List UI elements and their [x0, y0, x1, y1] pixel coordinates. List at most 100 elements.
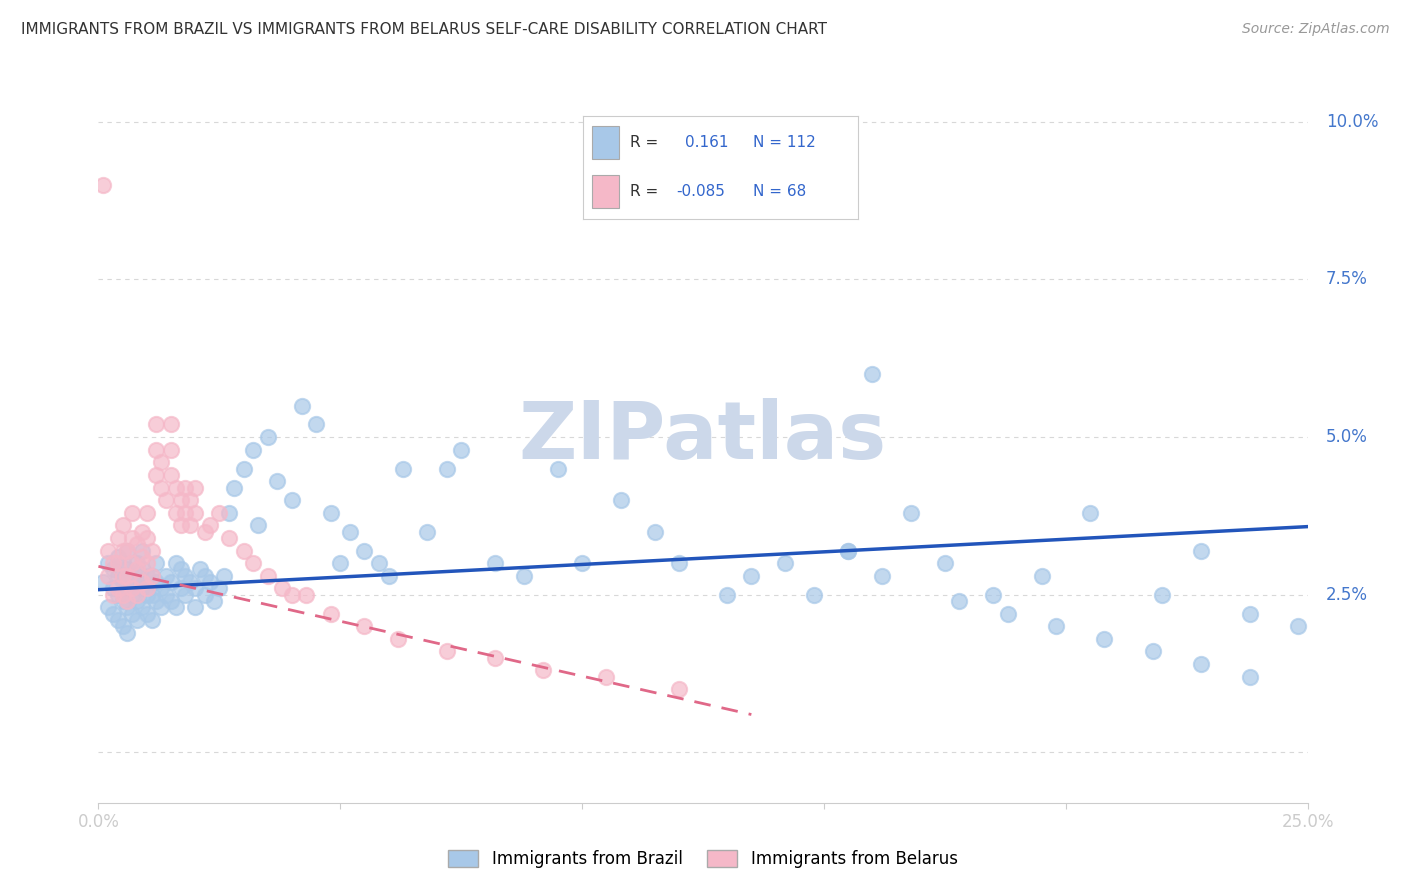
Point	[117, 543, 139, 558]
Point	[131, 575, 153, 590]
Point	[198, 575, 221, 590]
Point	[101, 588, 124, 602]
Point	[222, 481, 245, 495]
Point	[141, 569, 163, 583]
Point	[212, 569, 235, 583]
Point	[169, 582, 191, 596]
Point	[218, 531, 240, 545]
Point	[141, 569, 163, 583]
Point	[135, 582, 157, 596]
Point	[319, 607, 342, 621]
Point	[900, 506, 922, 520]
Point	[198, 518, 221, 533]
Point	[184, 481, 207, 495]
Point	[377, 569, 399, 583]
Point	[266, 474, 288, 488]
Point	[121, 569, 143, 583]
Point	[91, 178, 114, 192]
Text: R =: R =	[630, 185, 658, 200]
Text: 5.0%: 5.0%	[1326, 428, 1368, 446]
Point	[127, 588, 149, 602]
Text: N = 68: N = 68	[754, 185, 807, 200]
Point	[353, 619, 375, 633]
Point	[141, 588, 163, 602]
Point	[107, 549, 129, 564]
Point	[232, 461, 254, 475]
Point	[740, 569, 762, 583]
Point	[256, 430, 278, 444]
Point	[150, 481, 173, 495]
Point	[1189, 543, 1212, 558]
Point	[155, 493, 177, 508]
Legend: Immigrants from Brazil, Immigrants from Belarus: Immigrants from Brazil, Immigrants from …	[441, 844, 965, 875]
Point	[135, 556, 157, 570]
Point	[188, 562, 211, 576]
Point	[773, 556, 796, 570]
Point	[934, 556, 956, 570]
Point	[1239, 607, 1261, 621]
Point	[111, 575, 134, 590]
Point	[155, 569, 177, 583]
Point	[716, 588, 738, 602]
Point	[97, 556, 120, 570]
Point	[242, 556, 264, 570]
Point	[117, 543, 139, 558]
Point	[1094, 632, 1116, 646]
Point	[135, 506, 157, 520]
Point	[368, 556, 391, 570]
Point	[117, 625, 139, 640]
Point	[610, 493, 633, 508]
Point	[837, 543, 859, 558]
Point	[450, 442, 472, 457]
Point	[184, 600, 207, 615]
Point	[1239, 670, 1261, 684]
Point	[1142, 644, 1164, 658]
Point	[127, 575, 149, 590]
Point	[121, 506, 143, 520]
Point	[218, 506, 240, 520]
Text: IMMIGRANTS FROM BRAZIL VS IMMIGRANTS FROM BELARUS SELF-CARE DISABILITY CORRELATI: IMMIGRANTS FROM BRAZIL VS IMMIGRANTS FRO…	[21, 22, 827, 37]
Point	[179, 518, 201, 533]
Point	[145, 467, 167, 482]
Point	[127, 556, 149, 570]
Point	[948, 594, 970, 608]
Point	[160, 594, 183, 608]
Point	[174, 506, 197, 520]
Point	[145, 594, 167, 608]
Point	[121, 531, 143, 545]
Point	[101, 607, 124, 621]
Text: R =: R =	[630, 135, 658, 150]
Point	[121, 588, 143, 602]
Point	[145, 442, 167, 457]
Point	[981, 588, 1004, 602]
Point	[803, 588, 825, 602]
Point	[131, 562, 153, 576]
Point	[174, 481, 197, 495]
Point	[668, 556, 690, 570]
Point	[111, 588, 134, 602]
Point	[150, 600, 173, 615]
Text: -0.085: -0.085	[676, 185, 725, 200]
Point	[484, 650, 506, 665]
Point	[484, 556, 506, 570]
Point	[97, 569, 120, 583]
Point	[416, 524, 439, 539]
Point	[184, 582, 207, 596]
Point	[531, 664, 554, 678]
Point	[281, 493, 304, 508]
Text: 10.0%: 10.0%	[1326, 112, 1378, 131]
Point	[174, 588, 197, 602]
Point	[165, 556, 187, 570]
Point	[131, 524, 153, 539]
Point	[860, 367, 883, 381]
Point	[97, 543, 120, 558]
Point	[160, 467, 183, 482]
Point	[179, 493, 201, 508]
Point	[295, 588, 318, 602]
Point	[145, 417, 167, 432]
Bar	[592, 126, 619, 159]
Point	[281, 588, 304, 602]
Point	[121, 556, 143, 570]
Point	[101, 562, 124, 576]
Point	[150, 455, 173, 469]
